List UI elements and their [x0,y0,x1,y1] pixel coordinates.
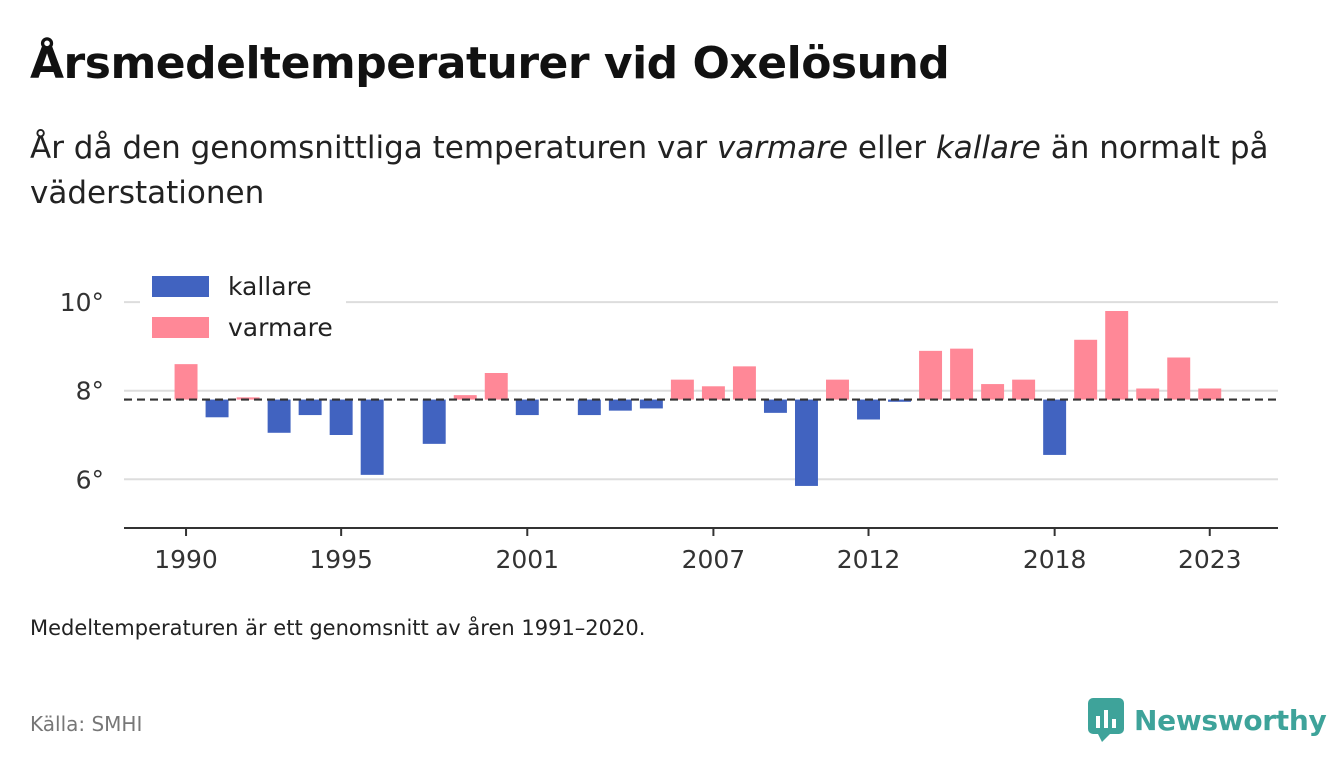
bar-1996 [360,399,384,475]
bar-2021 [1136,388,1160,400]
newsworthy-logo-icon [1088,698,1124,742]
subtitle-text-3: än normalt på väderstationen [30,130,1269,211]
bar-1993 [267,399,291,433]
bar-2003 [577,399,601,416]
bar-1990 [174,364,198,400]
source-label: Källa: SMHI [30,712,143,736]
x-tick-label: 1990 [154,545,218,574]
legend-swatch-cold [152,276,209,297]
y-tick-label: 8° [76,377,104,406]
bar-1992 [236,397,260,400]
bar-2006 [670,379,694,400]
bar-2010 [794,399,818,486]
x-tick-label: 2007 [682,545,746,574]
bar-2016 [981,384,1005,400]
legend-label-warm: varmare [228,313,333,342]
bar-2019 [1074,339,1098,400]
subtitle-text-1: År då den genomsnittliga temperaturen va… [30,130,717,166]
chart-subtitle: År då den genomsnittliga temperaturen va… [30,126,1310,216]
bar-2008 [732,366,756,400]
bar-1991 [205,399,229,418]
axes: 6° 8° 10° 1990 1995 2001 2007 2012 2018 2023 [60,288,1278,574]
subtitle-cold: kallare [935,130,1041,166]
bar-1999 [453,395,477,400]
bar-2012 [857,399,880,420]
bars [174,311,1222,486]
bar-2004 [608,399,632,411]
chart-note: Medeltemperaturen är ett genomsnitt av å… [30,616,646,640]
y-tick-label: 10° [60,288,104,317]
legend-label-cold: kallare [228,272,312,301]
legend: kallare varmare [140,270,346,356]
subtitle-warm: varmare [716,130,849,166]
bar-2017 [1012,379,1036,400]
bar-2009 [763,399,787,413]
brand-logo[interactable]: Newsworthy [1088,698,1327,742]
chart-title: Årsmedeltemperaturer vid Oxelösund [30,38,950,89]
x-tick-label: 2001 [495,545,559,574]
bar-2020 [1105,311,1129,400]
bar-2023 [1198,388,1222,400]
bar-2011 [826,379,849,400]
bar-2000 [484,373,508,400]
bar-1995 [329,399,353,435]
x-tick-label: 1995 [309,545,373,574]
bar-1994 [298,399,322,416]
bar-2018 [1043,399,1067,455]
bar-2007 [701,386,725,400]
bar-2015 [950,348,974,400]
bar-2001 [515,399,539,416]
subtitle-text-2: eller [848,130,936,166]
bar-2022 [1167,357,1191,400]
y-tick-label: 6° [76,465,104,494]
bar-2013 [888,399,912,402]
x-tick-label: 2012 [837,545,901,574]
bar-2005 [639,399,663,409]
brand-name: Newsworthy [1134,703,1327,737]
bar-2014 [919,350,943,400]
x-tick-label: 2018 [1023,545,1087,574]
bar-1998 [422,399,446,444]
legend-swatch-warm [152,317,209,338]
temperature-bar-chart: 6° 8° 10° 1990 1995 2001 2007 2012 2018 2023 kall… [60,270,1278,574]
x-tick-label: 2023 [1178,545,1242,574]
